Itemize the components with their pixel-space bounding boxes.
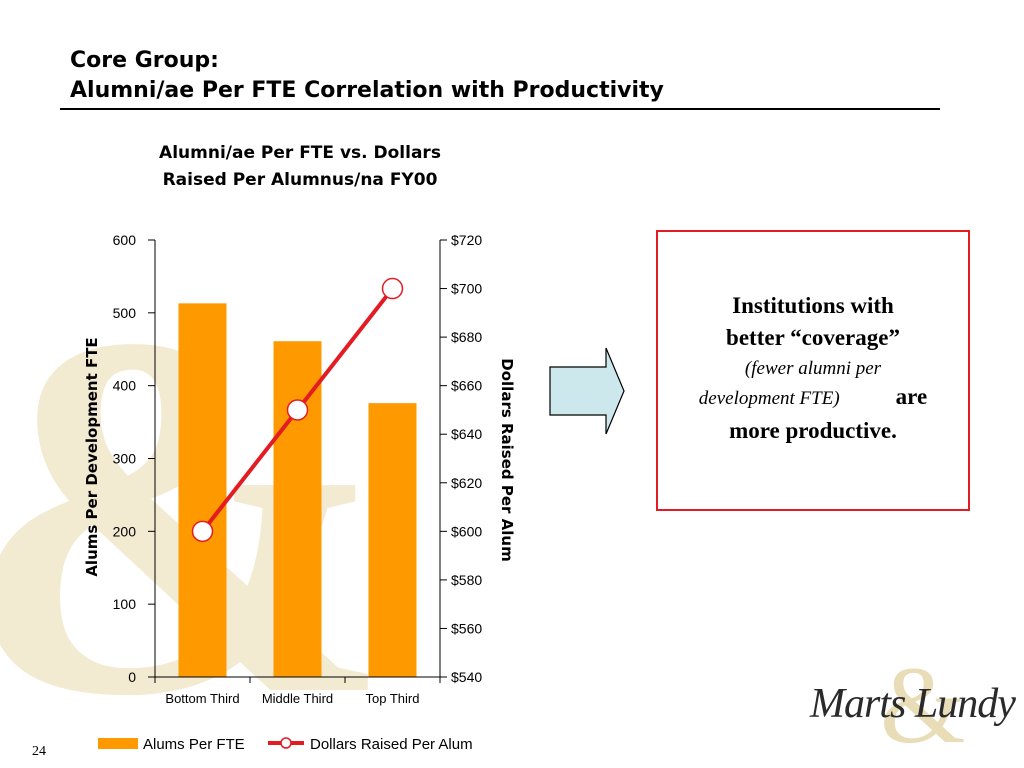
- chart-title-line2: Raised Per Alumnus/na FY00: [162, 170, 438, 190]
- left-tick-label: 100: [113, 596, 137, 612]
- legend-swatch-marker: [280, 737, 292, 749]
- right-tick-label: $640: [451, 426, 482, 442]
- right-tick-label: $600: [451, 523, 482, 539]
- right-tick-label: $620: [451, 475, 482, 491]
- bar-2: [368, 403, 417, 677]
- right-tick-label: $720: [451, 232, 482, 248]
- bar-0: [178, 303, 227, 677]
- callout-text: Institutions with better “coverage” (few…: [658, 290, 968, 448]
- left-tick-label: 500: [113, 305, 137, 321]
- title-divider: [60, 108, 940, 110]
- left-tick-label: 200: [113, 523, 137, 539]
- line-point-0: [191, 520, 214, 543]
- left-axis-label: Alums Per Development FTE: [83, 337, 101, 576]
- left-tick-label: 300: [113, 451, 137, 467]
- slide-title: Core Group: Alumni/ae Per FTE Correlatio…: [70, 46, 664, 106]
- right-tick-label: $700: [451, 281, 482, 297]
- callout-line1b: better “coverage”: [726, 325, 900, 350]
- x-tick-label: Top Third: [366, 691, 420, 706]
- x-tick-label: Bottom Third: [165, 691, 239, 706]
- left-tick-label: 600: [113, 232, 137, 248]
- chart-title: Alumni/ae Per FTE vs. Dollars Raised Per…: [100, 140, 500, 194]
- bar-1: [273, 341, 322, 677]
- right-axis-label: Dollars Raised Per Alum: [498, 358, 516, 561]
- right-tick-label: $660: [451, 378, 482, 394]
- marts-lundy-logo: Marts Lundy: [810, 681, 1016, 727]
- right-arrow-icon: [549, 347, 625, 435]
- right-tick-label: $540: [451, 669, 482, 685]
- x-tick-label: Middle Third: [262, 691, 333, 706]
- line-point-2: [381, 277, 404, 300]
- logo-ampersand: &: [880, 644, 966, 766]
- callout-line3: more productive.: [729, 418, 897, 443]
- left-tick-label: 400: [113, 378, 137, 394]
- right-tick-label: $680: [451, 329, 482, 345]
- right-tick-label: $560: [451, 620, 482, 636]
- callout-italic-b: development FTE): [698, 388, 840, 409]
- left-tick-label: 0: [128, 669, 136, 685]
- legend-label-bar: Alums Per FTE: [143, 736, 245, 753]
- line-point-1: [286, 399, 309, 421]
- slide-title-line2: Alumni/ae Per FTE Correlation with Produ…: [70, 78, 664, 103]
- slide-title-line1: Core Group:: [70, 48, 219, 73]
- legend-swatch-bar: [98, 738, 138, 749]
- legend-label-line: Dollars Raised Per Alum: [310, 736, 473, 753]
- callout-line1a: Institutions with: [732, 293, 894, 318]
- callout-are: are: [895, 384, 928, 409]
- chart-title-line1: Alumni/ae Per FTE vs. Dollars: [159, 143, 441, 163]
- page-number: 24: [32, 744, 46, 759]
- right-tick-label: $580: [451, 572, 482, 588]
- callout-italic-a: (fewer alumni per: [744, 358, 882, 379]
- callout-box: Institutions with better “coverage” (few…: [656, 230, 970, 511]
